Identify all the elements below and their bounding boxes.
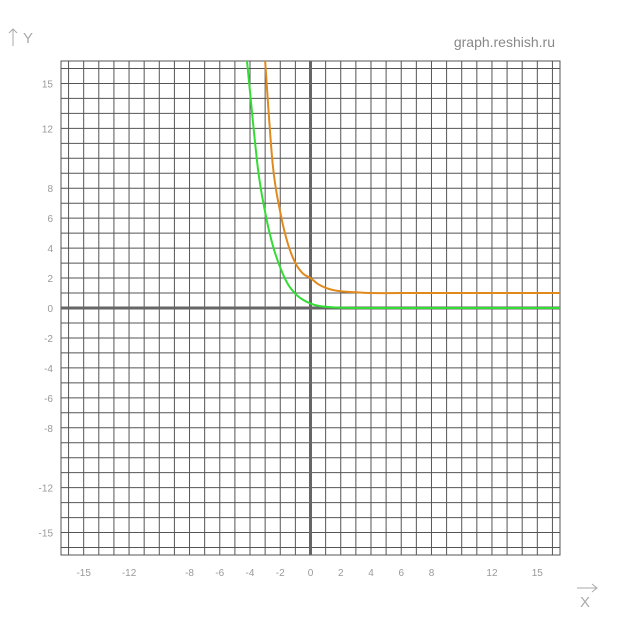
y-tick-label: 8: [47, 184, 53, 195]
x-tick-label: 2: [338, 568, 344, 579]
y-axis-arrow-icon: [8, 28, 18, 46]
x-tick-label: -8: [185, 568, 194, 579]
y-axis-label: Y: [23, 30, 33, 47]
y-tick-label: -12: [39, 484, 54, 495]
x-axis-label: X: [580, 594, 590, 611]
y-tick-label: -15: [39, 529, 54, 540]
x-tick-label: 6: [398, 568, 404, 579]
x-tick-label: -2: [276, 568, 285, 579]
y-tick-label: 0: [47, 304, 53, 315]
x-axis-arrow-icon: [577, 583, 598, 593]
x-tick-label: -15: [76, 568, 91, 579]
y-tick-label: 2: [47, 274, 53, 285]
y-tick-label: 4: [47, 244, 53, 255]
watermark: graph.reshish.ru: [454, 34, 555, 50]
y-tick-label: 15: [42, 79, 54, 90]
y-tick-label: 12: [42, 124, 54, 135]
x-tick-label: 12: [486, 568, 498, 579]
series-line-1: [264, 60, 560, 295]
x-tick-label: 0: [308, 568, 314, 579]
x-tick-label: 4: [368, 568, 374, 579]
series-lines: [245, 60, 560, 310]
x-tick-label: 15: [532, 568, 544, 579]
x-tick-label: -4: [246, 568, 255, 579]
y-tick-label: -2: [44, 334, 53, 345]
y-tick-label: -8: [44, 424, 53, 435]
x-tick-label: -12: [122, 568, 137, 579]
tick-labels: -15 -12 -8 -6 -4 -2 0 2 4 6 8 12 15 15 12 8 6 4 2 0 -2 -4 -6 -8…: [39, 79, 544, 579]
y-tick-label: 6: [47, 214, 53, 225]
x-tick-label: -6: [215, 568, 224, 579]
x-tick-label: 8: [429, 568, 435, 579]
series-line-2: [245, 60, 560, 310]
y-tick-label: -6: [44, 394, 53, 405]
y-tick-label: -4: [44, 364, 53, 375]
